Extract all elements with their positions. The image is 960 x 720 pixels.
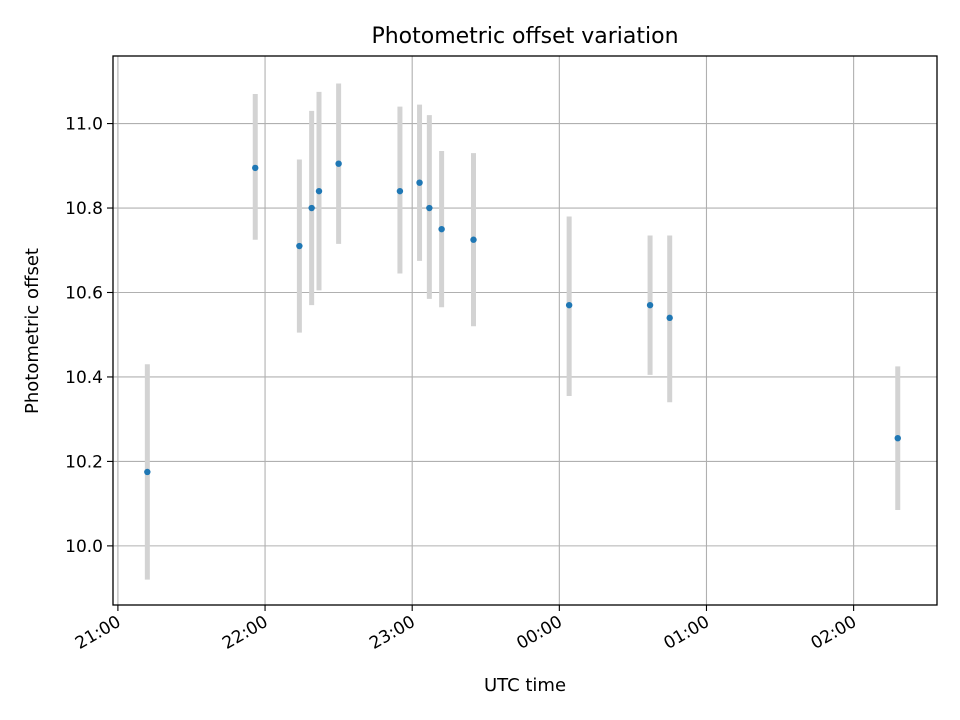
data-point <box>426 204 433 212</box>
chart-title: Photometric offset variation <box>371 24 678 49</box>
y-axis-label: Photometric offset <box>22 248 43 414</box>
data-point <box>308 204 315 212</box>
data-point <box>565 301 573 309</box>
data-point <box>296 242 303 250</box>
data-point <box>335 160 342 167</box>
data-points <box>144 160 901 476</box>
data-point <box>144 468 151 476</box>
data-point <box>894 434 901 442</box>
data-point <box>396 187 404 195</box>
y-tick-label: 10.2 <box>65 452 103 472</box>
data-point <box>438 225 445 233</box>
data-point <box>315 187 323 195</box>
y-axis-ticks: 10.0 10.2 10.4 10.6 10.8 11.0 <box>65 115 113 557</box>
y-tick-label: 10.4 <box>65 368 103 388</box>
data-point <box>646 301 654 309</box>
data-point <box>252 164 259 172</box>
grid <box>113 56 937 605</box>
y-tick-label: 10.6 <box>65 283 103 303</box>
y-tick-label: 10.8 <box>65 199 103 219</box>
y-tick-label: 11.0 <box>65 115 103 135</box>
y-tick-label: 10.0 <box>65 537 103 557</box>
data-point <box>416 179 423 186</box>
x-axis-label: UTC time <box>484 675 566 696</box>
plot-frame <box>112 55 938 606</box>
data-point <box>470 236 477 243</box>
data-point <box>666 314 673 322</box>
